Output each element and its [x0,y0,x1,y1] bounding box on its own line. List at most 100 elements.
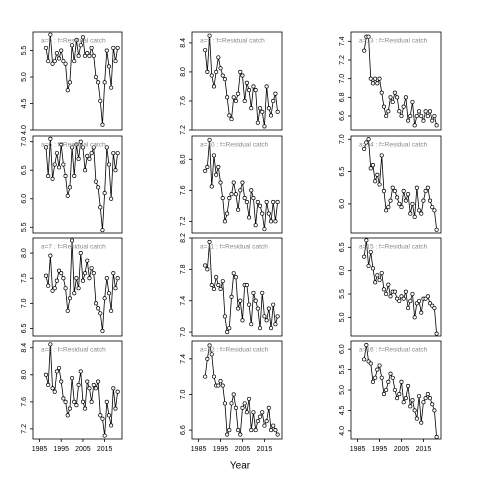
point [54,151,59,156]
point [264,84,269,89]
point [76,53,81,58]
point [381,104,386,109]
point [392,90,397,95]
point [373,375,378,380]
point [275,199,280,205]
y-tick-label: 5.0 [21,72,28,82]
point [362,48,367,53]
point [214,275,219,280]
point [247,396,252,401]
point [419,420,424,425]
point [50,176,55,181]
series-line [45,344,119,436]
point [115,389,120,394]
y-tick-label: 8.4 [180,38,187,48]
point [425,294,430,299]
point [233,275,238,280]
point [225,330,230,335]
point [375,81,380,86]
point [247,88,252,93]
point [238,432,243,437]
point [416,394,422,399]
point [229,117,234,122]
point [93,386,99,391]
point [109,308,114,313]
point [104,48,109,53]
point [268,113,274,118]
point [253,88,258,93]
y-tick-label: 6.5 [339,167,346,177]
panel-frame [191,237,283,337]
point [408,298,413,304]
point [384,208,389,213]
point [72,59,77,64]
point [209,352,214,357]
point [91,145,96,150]
x-tick-label: 2005 [235,446,251,453]
point [67,80,72,85]
point [209,282,214,288]
point [211,84,217,89]
point [109,423,114,428]
point [207,33,212,38]
point [397,298,402,304]
point [260,211,265,216]
point [406,192,411,197]
point [390,375,395,380]
point [384,387,389,393]
point [78,369,83,374]
point [377,363,382,368]
point [421,118,426,123]
point [427,198,433,203]
point [395,195,400,200]
point [54,278,59,283]
point [425,113,430,119]
point [89,266,94,271]
x-tick-label: 2015 [416,446,432,453]
point [271,199,276,205]
point [61,59,66,64]
point [106,291,112,296]
point [416,208,422,213]
point [106,162,112,167]
point [244,282,249,288]
point [46,283,51,288]
point [52,162,57,167]
point [61,276,66,281]
point [240,180,245,185]
point [388,371,393,376]
point [87,386,92,391]
point [76,156,81,161]
y-tick-label: 7.2 [21,424,28,434]
point [244,199,249,205]
point [414,113,419,119]
point [370,163,376,168]
point [425,392,430,397]
point [109,85,114,90]
x-tick-label: 2015 [97,446,113,453]
point [268,326,274,331]
point [46,382,51,387]
point [366,137,371,142]
point [205,69,210,74]
point [275,432,280,437]
point [46,59,51,64]
point [412,408,417,413]
point [67,296,72,301]
point [70,43,75,48]
point [368,361,373,366]
point [52,59,57,64]
point [242,196,247,201]
point [397,201,402,206]
point [384,291,389,297]
point [273,219,278,224]
point [373,179,378,184]
point [414,185,419,190]
point [377,277,382,283]
point [113,406,118,411]
point [56,268,62,273]
y-tick-label: 6.0 [339,344,346,354]
panel-label: a=16 : f=Residual catch [359,347,428,354]
panel-label: a=13 : f=Residual catch [359,38,428,45]
point [89,151,94,156]
